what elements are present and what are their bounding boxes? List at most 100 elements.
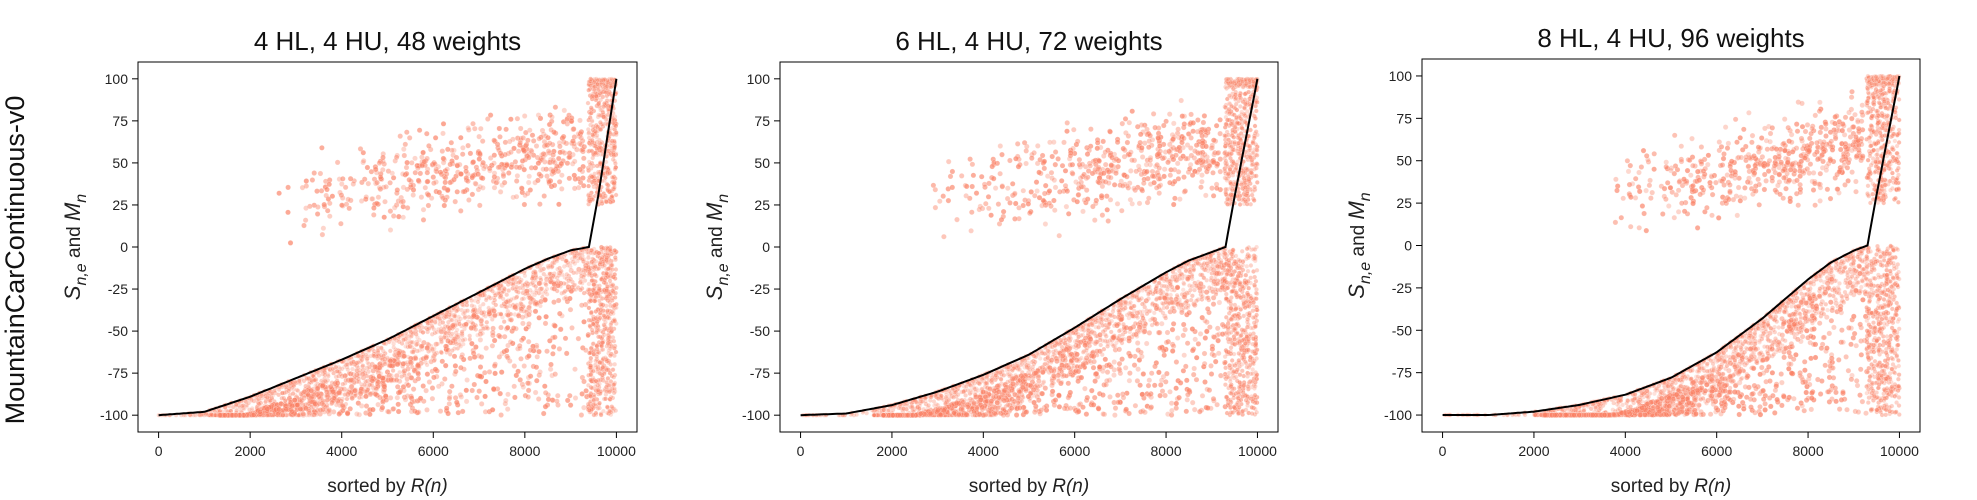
sample-point xyxy=(612,302,617,308)
sample-point xyxy=(370,212,377,218)
sample-point xyxy=(525,338,532,345)
sample-point xyxy=(508,316,515,323)
sample-point xyxy=(291,397,298,403)
sample-point xyxy=(582,278,588,284)
sample-point xyxy=(359,353,365,359)
sample-point xyxy=(334,159,341,166)
sample-point xyxy=(470,159,477,165)
sample-point xyxy=(535,112,542,118)
sample-point xyxy=(394,187,401,193)
sample-point xyxy=(501,179,508,186)
sample-point xyxy=(453,154,460,161)
sample-point xyxy=(369,377,376,384)
sample-point xyxy=(591,286,597,292)
sample-point xyxy=(534,353,541,360)
sample-point xyxy=(230,404,236,410)
sample-point xyxy=(513,178,520,184)
sample-point xyxy=(426,320,432,326)
sample-point xyxy=(609,262,615,268)
sample-point xyxy=(484,319,490,325)
sample-point xyxy=(234,402,240,408)
sample-point xyxy=(540,290,546,296)
sample-point xyxy=(366,361,372,367)
sample-point xyxy=(486,309,492,315)
sample-point xyxy=(612,318,618,324)
sample-point xyxy=(577,252,583,257)
sample-point xyxy=(508,116,514,123)
sample-point xyxy=(562,335,569,342)
sample-point xyxy=(513,295,519,301)
sample-point xyxy=(567,306,574,313)
sample-point xyxy=(415,369,421,376)
sample-point xyxy=(976,381,982,387)
sample-point xyxy=(206,412,212,418)
sample-point xyxy=(477,150,483,157)
sample-point xyxy=(607,196,613,202)
sample-point xyxy=(587,271,592,277)
y-tick-label: -25 xyxy=(108,281,128,297)
sample-point xyxy=(338,181,345,187)
sample-point xyxy=(309,378,315,384)
sample-point xyxy=(475,332,481,338)
sample-point xyxy=(487,112,494,118)
sample-point xyxy=(463,387,470,394)
sample-point xyxy=(391,204,398,211)
sample-point xyxy=(570,138,576,144)
sample-point xyxy=(421,339,427,346)
sample-point xyxy=(593,309,599,314)
sample-point xyxy=(423,130,430,137)
sample-point xyxy=(504,299,510,305)
sample-point xyxy=(505,298,511,304)
sample-point xyxy=(576,250,582,256)
sample-point xyxy=(497,294,503,300)
sample-point xyxy=(406,336,412,342)
sample-point xyxy=(359,371,366,378)
sample-point xyxy=(299,184,306,191)
sample-point xyxy=(542,389,549,396)
panel-title: 4 HL, 4 HU, 48 weights xyxy=(254,26,521,56)
sample-point xyxy=(382,356,388,363)
sample-point xyxy=(504,304,510,310)
sample-point xyxy=(296,378,302,384)
sample-point xyxy=(409,349,415,355)
sample-point xyxy=(542,133,549,139)
sample-point xyxy=(365,180,372,187)
sample-point xyxy=(352,361,358,367)
sample-point xyxy=(528,148,535,155)
sample-point xyxy=(288,383,294,389)
sample-point xyxy=(420,383,427,389)
sample-point xyxy=(283,412,289,418)
sample-point xyxy=(559,290,565,296)
sample-point xyxy=(611,381,617,387)
sample-point xyxy=(471,354,478,360)
sample-point xyxy=(533,274,539,280)
sample-point xyxy=(567,402,574,408)
sample-point xyxy=(577,117,583,124)
sample-point xyxy=(563,258,569,264)
sample-point xyxy=(446,312,452,318)
sample-point xyxy=(437,316,443,322)
sample-point xyxy=(601,312,607,318)
sample-point xyxy=(429,331,435,337)
sample-point xyxy=(396,339,402,345)
sample-point xyxy=(576,255,582,261)
sample-point xyxy=(489,316,495,322)
y-tick-label: 75 xyxy=(112,113,128,129)
sample-point xyxy=(608,394,614,400)
sample-point xyxy=(589,327,595,333)
sample-point xyxy=(365,386,371,391)
sample-point xyxy=(360,363,366,369)
sample-point xyxy=(499,290,505,295)
sample-point xyxy=(458,316,464,322)
sample-point xyxy=(400,360,407,367)
sample-point xyxy=(249,397,255,403)
sample-point xyxy=(416,127,423,134)
sample-point xyxy=(330,388,336,395)
sample-point xyxy=(403,343,409,349)
sample-point xyxy=(505,279,511,284)
sample-point xyxy=(447,161,454,168)
sample-point xyxy=(400,332,406,338)
sample-point xyxy=(351,359,357,365)
sample-point xyxy=(457,208,464,214)
sample-point xyxy=(454,162,461,169)
